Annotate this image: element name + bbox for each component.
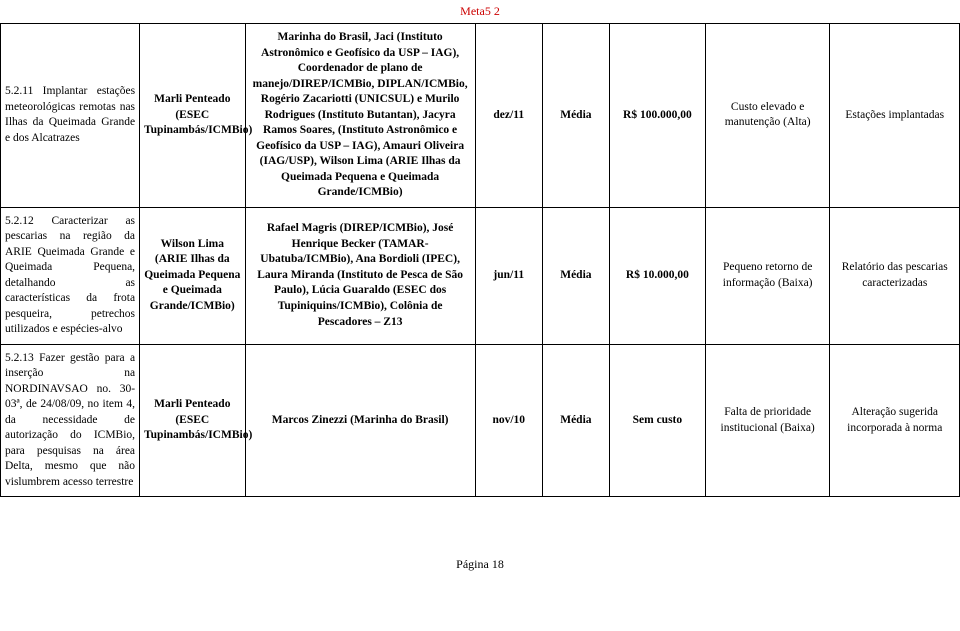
cell-partners: Marcos Zinezzi (Marinha do Brasil) [245, 344, 475, 497]
cell-result: Relatório das pescarias caracterizadas [830, 207, 960, 344]
cell-cost: Sem custo [609, 344, 705, 497]
cell-responsible: Wilson Lima (ARIE Ilhas da Queimada Pequ… [140, 207, 245, 344]
cell-priority: Média [542, 24, 609, 208]
cell-responsible: Marli Penteado (ESEC Tupinambás/ICMBio) [140, 24, 245, 208]
cell-partners: Rafael Magris (DIREP/ICMBio), José Henri… [245, 207, 475, 344]
cell-responsible: Marli Penteado (ESEC Tupinambás/ICMBio) [140, 344, 245, 497]
cell-risk: Pequeno retorno de informação (Baixa) [705, 207, 830, 344]
cell-cost: R$ 10.000,00 [609, 207, 705, 344]
cell-risk: Custo elevado e manutenção (Alta) [705, 24, 830, 208]
cell-date: dez/11 [475, 24, 542, 208]
cell-risk: Falta de prioridade institucional (Baixa… [705, 344, 830, 497]
cell-date: nov/10 [475, 344, 542, 497]
cell-result: Alteração sugerida incorporada à norma [830, 344, 960, 497]
table-row: 5.2.13 Fazer gestão para a inserção na N… [1, 344, 960, 497]
cell-partners: Marinha do Brasil, Jaci (Instituto Astro… [245, 24, 475, 208]
cell-priority: Média [542, 207, 609, 344]
table-row: 5.2.12 Caracterizar as pescarias na regi… [1, 207, 960, 344]
cell-action: 5.2.13 Fazer gestão para a inserção na N… [1, 344, 140, 497]
page-header: Meta5 2 [0, 0, 960, 23]
cell-action: 5.2.11 Implantar estações meteorológicas… [1, 24, 140, 208]
cell-action: 5.2.12 Caracterizar as pescarias na regi… [1, 207, 140, 344]
cell-date: jun/11 [475, 207, 542, 344]
table-row: 5.2.11 Implantar estações meteorológicas… [1, 24, 960, 208]
page-footer: Página 18 [0, 497, 960, 580]
cell-priority: Média [542, 344, 609, 497]
cell-cost: R$ 100.000,00 [609, 24, 705, 208]
data-table: 5.2.11 Implantar estações meteorológicas… [0, 23, 960, 497]
cell-result: Estações implantadas [830, 24, 960, 208]
